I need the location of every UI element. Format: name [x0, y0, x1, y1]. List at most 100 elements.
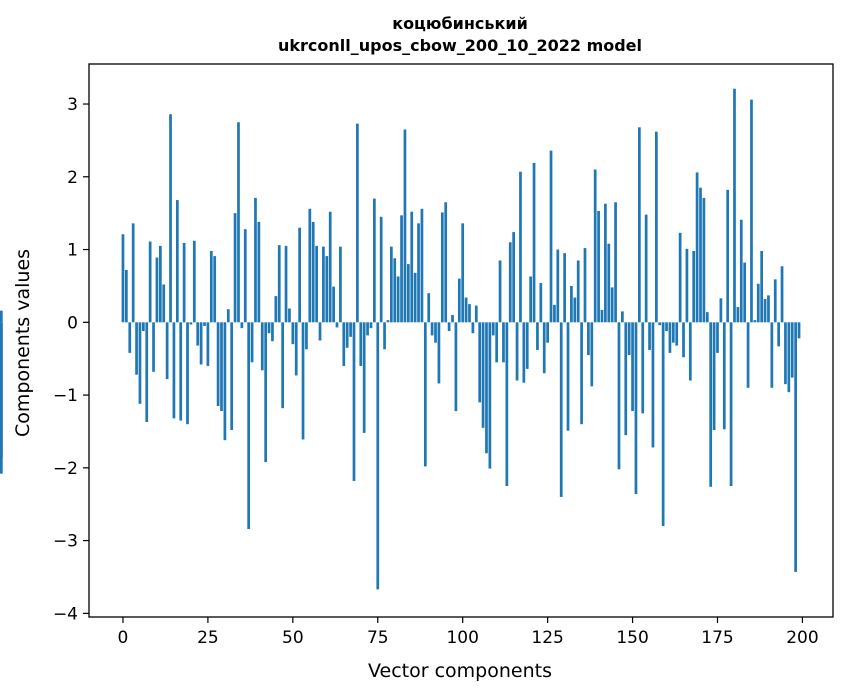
- bar: [274, 296, 278, 323]
- bar: [753, 320, 757, 323]
- bar: [437, 322, 441, 384]
- bar: [519, 171, 522, 323]
- bar: [315, 245, 318, 323]
- bar: [464, 297, 468, 323]
- chart-title: коцюбинський: [392, 14, 528, 33]
- bar: [165, 322, 169, 380]
- bar: [383, 322, 386, 350]
- bar: [250, 322, 254, 363]
- bar: [522, 322, 526, 383]
- bar: [447, 322, 451, 332]
- bar: [624, 322, 628, 436]
- bar: [396, 276, 400, 323]
- bar: [515, 322, 519, 381]
- bar: [434, 322, 437, 343]
- bar: [369, 322, 373, 329]
- bar: [570, 285, 573, 323]
- bar: [427, 293, 431, 323]
- bar: [739, 219, 743, 323]
- bar: [393, 258, 397, 323]
- bar: [440, 212, 444, 323]
- bar: [226, 309, 230, 323]
- bar: [328, 211, 332, 323]
- bar: [627, 322, 631, 356]
- bar: [665, 322, 668, 332]
- bar: [780, 266, 784, 323]
- bar: [125, 269, 128, 323]
- bar: [451, 315, 454, 323]
- bar: [298, 227, 301, 323]
- x-tick-label: 25: [197, 628, 219, 648]
- bar: [716, 322, 719, 353]
- bar: [155, 257, 159, 323]
- bar: [705, 312, 709, 323]
- bar: [726, 189, 730, 323]
- y-tick-label: 0: [67, 313, 78, 333]
- bar: [216, 322, 220, 406]
- bar: [790, 322, 794, 378]
- bar: [196, 322, 200, 346]
- bar: [461, 223, 465, 323]
- x-tick-label: 125: [531, 628, 563, 648]
- x-axis-label: Vector components: [368, 660, 552, 682]
- bar: [512, 232, 516, 323]
- bar: [179, 322, 183, 421]
- bar: [260, 322, 264, 371]
- bar: [675, 322, 679, 346]
- bar: [169, 114, 172, 323]
- bar: [671, 322, 675, 343]
- bar: [688, 322, 692, 381]
- bar: [549, 150, 553, 323]
- bar: [481, 322, 485, 428]
- bar: [756, 283, 760, 323]
- bar: [590, 322, 594, 387]
- bar: [203, 322, 206, 326]
- bar: [131, 223, 135, 323]
- bar: [787, 322, 791, 393]
- bar: [468, 304, 471, 323]
- bar: [288, 308, 291, 323]
- bar: [277, 245, 281, 323]
- bar: [794, 322, 797, 572]
- bar: [743, 262, 747, 323]
- bar: [525, 322, 529, 369]
- bar: [702, 197, 706, 323]
- bar: [264, 322, 268, 463]
- bar: [682, 322, 685, 358]
- bar: [760, 251, 764, 323]
- y-tick-label: −4: [53, 604, 78, 624]
- bar: [651, 322, 655, 448]
- bar: [356, 123, 359, 323]
- chart-subtitle: ukrconll_upos_cbow_200_10_2022 model: [278, 36, 642, 55]
- bar: [148, 241, 152, 323]
- bar: [206, 322, 210, 366]
- bar: [777, 322, 781, 347]
- bar: [413, 272, 417, 323]
- x-tick-label: 150: [616, 628, 648, 648]
- bar: [604, 203, 607, 323]
- bar: [158, 245, 162, 323]
- bar: [536, 322, 539, 350]
- bar: [546, 322, 549, 343]
- bar: [352, 322, 356, 481]
- bar: [488, 322, 492, 469]
- bar: [502, 322, 505, 363]
- bar: [763, 299, 767, 323]
- bar: [722, 322, 726, 430]
- bar: [223, 322, 227, 441]
- bar: [532, 162, 536, 323]
- y-tick-label: −2: [53, 459, 78, 479]
- bar: [0, 310, 3, 323]
- x-axis-ticks: 0 25 50 75 100 125 150 175 200: [118, 617, 819, 648]
- bar: [247, 322, 251, 529]
- bar: [485, 322, 488, 454]
- bar: [607, 243, 611, 323]
- bar: [457, 278, 461, 323]
- bar: [573, 297, 577, 323]
- bar: [335, 322, 339, 328]
- bar: [301, 322, 305, 440]
- bar: [641, 322, 645, 414]
- bar: [600, 309, 604, 323]
- bar: [576, 260, 580, 323]
